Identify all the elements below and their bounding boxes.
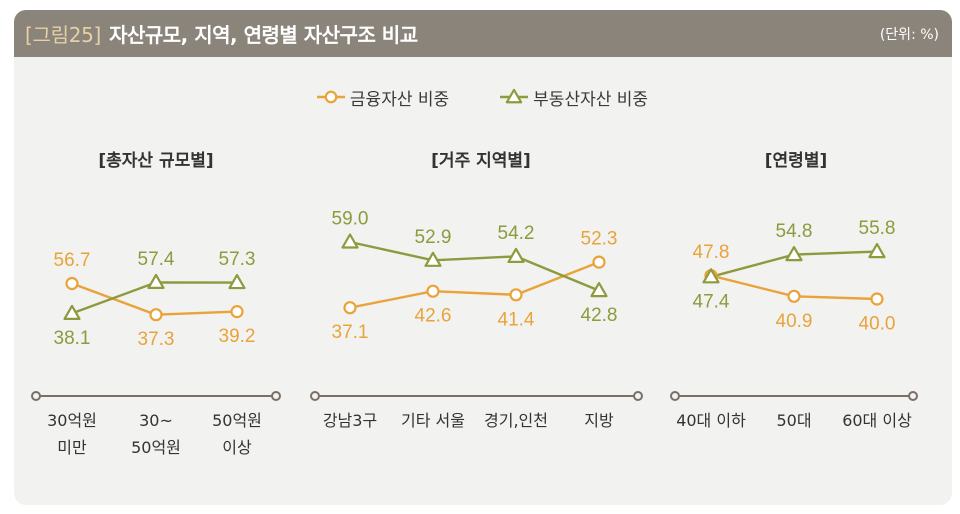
category-label: 강남3구: [322, 411, 378, 430]
real-estate-asset-marker: [341, 233, 359, 249]
real-estate-asset-marker: [63, 304, 81, 321]
real-estate-asset-marker: [228, 273, 246, 290]
category-label: 40대 이하: [676, 411, 746, 430]
financial-asset-legend-marker: [324, 90, 338, 104]
real-estate-asset-marker: [702, 268, 720, 284]
real-estate-asset-marker: [785, 246, 803, 262]
category-label: 50억원 이상: [212, 411, 262, 457]
x-axis-end-cap: [633, 391, 643, 401]
chart-panel-age: 47.8 47.4 40.9 54.8 40.0 55.8: [670, 218, 918, 401]
category-label: 경기,인천: [484, 411, 548, 430]
legend-label: 금융자산 비중: [349, 89, 450, 110]
real-estate-asset-marker: [424, 251, 442, 267]
panel-title: [거주 지역별]: [431, 151, 531, 171]
financial-asset-data-label: 47.8: [693, 242, 730, 263]
financial-asset-marker: [343, 301, 357, 315]
financial-asset-marker: [65, 276, 79, 291]
real-estate-asset-marker: [147, 273, 165, 289]
real-estate-asset-data-label: 52.9: [415, 227, 452, 248]
financial-asset-data-label: 40.9: [776, 311, 813, 332]
financial-asset-marker: [870, 292, 884, 306]
real-estate-asset-marker: [507, 247, 525, 263]
financial-asset-data-label: 37.3: [138, 329, 175, 350]
financial-asset-data-label: 52.3: [581, 229, 618, 250]
real-estate-asset-data-label: 38.1: [54, 328, 91, 349]
triangle-marker-icon: [500, 88, 529, 104]
financial-asset-data-label: 42.6: [415, 306, 452, 327]
real-estate-asset-data-label: 47.4: [693, 291, 730, 312]
real-estate-asset-marker: [868, 243, 886, 259]
category-label: 지방: [584, 411, 614, 430]
real-estate-asset-data-label: 57.4: [138, 249, 175, 270]
financial-asset-marker: [592, 255, 606, 269]
financial-asset-data-label: 56.7: [54, 250, 91, 271]
chart-panel-region: 37.1 59.0 42.6 52.9 41.4 54.2 52.3 42.8: [310, 209, 643, 401]
real-estate-asset-data-label: 55.8: [859, 218, 896, 239]
chart-panel-asset-size: 56.7 38.1 37.3 57.4 39.2 57.3: [31, 249, 281, 401]
real-estate-asset-data-label: 54.2: [498, 223, 535, 244]
x-axis-end-cap: [31, 391, 41, 401]
panel-title: [연령별]: [764, 151, 828, 171]
financial-asset-marker: [426, 284, 440, 298]
financial-asset-line: [349, 260, 600, 309]
financial-asset-data-label: 37.1: [332, 322, 369, 343]
financial-asset-marker: [787, 289, 801, 303]
real-estate-asset-data-label: 54.8: [776, 221, 813, 242]
real-estate-asset-data-label: 59.0: [332, 209, 369, 230]
real-estate-asset-data-label: 42.8: [581, 305, 618, 326]
legend: 금융자산 비중 부동산자산 비중: [0, 84, 960, 110]
legend-item-financial-asset: 금융자산 비중: [316, 85, 449, 110]
x-axis-end-cap: [271, 391, 281, 401]
legend-item-real-estate-asset: 부동산자산 비중: [499, 85, 648, 110]
financial-asset-marker: [509, 288, 523, 302]
category-label: 기타 서울: [401, 411, 465, 430]
category-label: 30억원 미만: [47, 411, 97, 457]
real-estate-asset-line: [349, 240, 600, 292]
real-estate-asset-marker: [590, 282, 608, 298]
figure-number: [그림25]: [25, 23, 102, 47]
x-axis-end-cap: [310, 391, 320, 401]
financial-asset-data-label: 39.2: [219, 326, 256, 347]
circle-marker-icon: [316, 90, 345, 104]
real-estate-asset-legend-marker: [505, 88, 523, 104]
category-label: 50대: [776, 411, 812, 430]
unit-note: (단위: %): [879, 26, 939, 43]
real-estate-asset-data-label: 57.3: [219, 249, 256, 270]
financial-asset-data-label: 40.0: [859, 314, 896, 335]
figure-title: 자산규모, 지역, 연령별 자산구조 비교: [109, 23, 418, 47]
panel-title: [총자산 규모별]: [98, 151, 214, 171]
x-axis-end-cap: [670, 391, 680, 401]
financial-asset-marker: [230, 305, 244, 319]
financial-asset-marker: [149, 308, 163, 322]
figure-header: [그림25] 자산규모, 지역, 연령별 자산구조 비교 (단위: %): [14, 10, 952, 57]
x-axis-end-cap: [908, 391, 918, 401]
category-label: 60대 이상: [842, 411, 912, 430]
financial-asset-data-label: 41.4: [498, 309, 535, 330]
category-label: 30~ 50억원: [131, 411, 181, 457]
legend-label: 부동산자산 비중: [533, 89, 649, 110]
